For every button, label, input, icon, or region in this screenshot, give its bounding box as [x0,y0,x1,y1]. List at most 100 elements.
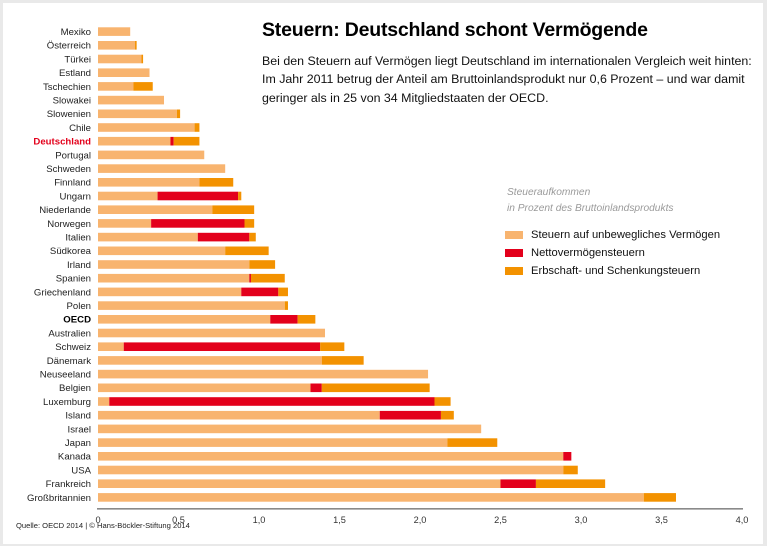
x-tick-label: 0 [95,515,100,525]
bar-schweiz-inheritance-tax [320,342,345,351]
category-label-danemark: Dänemark [47,356,91,367]
bar-kanada-real-estate-tax [98,452,564,461]
legend-item-inheritance-tax: Erbschaft- und Schenkungsteuern [505,264,700,278]
bar-niederlande-inheritance-tax [212,205,255,214]
category-label-belgien: Belgien [59,383,91,394]
category-labels: Mexiko Österreich Türkei Estland Tschechien S… [27,27,92,504]
bar-danemark-inheritance-tax [321,356,364,365]
bar-oecd-real-estate-tax [98,315,271,324]
bar-danemark-real-estate-tax [98,356,322,365]
category-label-polen: Polen [66,301,91,312]
legend-swatch [505,231,523,239]
bar-australien-real-estate-tax [98,328,326,338]
bar-mexiko-real-estate-tax [98,27,131,36]
bar-island-inheritance-tax [440,410,454,420]
bar-norwegen-net-wealth-tax [151,219,245,228]
bar-griechenland-real-estate-tax [98,287,242,297]
bar-polen-inheritance-tax [284,301,288,310]
legend-title: Steueraufkommen in Prozent des Bruttoinl… [507,185,674,216]
bar-usa-real-estate-tax [98,465,564,475]
bar-italien-inheritance-tax [249,232,256,242]
bar-oecd-inheritance-tax [297,315,316,324]
bar-irland-real-estate-tax [98,260,250,269]
bar-portugal-real-estate-tax [98,150,205,160]
bar-neuseeland-real-estate-tax [98,369,429,379]
bar-grossbritannien-real-estate-tax [98,493,644,502]
legend-swatch [505,249,523,257]
category-label-usa: USA [71,465,91,476]
bar-ungarn-real-estate-tax [98,191,158,201]
legend-item-real-estate-tax: Steuern auf unbewegliches Vermögen [505,228,720,242]
bar-chile-real-estate-tax [98,123,195,132]
bar-griechenland-net-wealth-tax [241,287,279,297]
bar-deutschland-net-wealth-tax [170,136,174,146]
bar-kanada-net-wealth-tax [563,452,572,461]
bar-belgien-real-estate-tax [98,383,311,393]
category-label-oecd: OECD [63,315,91,326]
category-label-japan: Japan [65,438,91,449]
x-tick-label: 2,0 [414,515,427,525]
bar-finnland-real-estate-tax [98,178,200,187]
legend-item-net-wealth-tax: Nettovermögensteuern [505,246,645,260]
bar-belgien-net-wealth-tax [310,383,322,393]
category-label-niederlande: Niederlande [39,205,91,216]
x-tick-label: 3,0 [575,515,588,525]
bar-sudkorea-real-estate-tax [98,246,226,256]
category-label-grossbritannien: Großbritannien [27,493,91,504]
bar-schweiz-real-estate-tax [98,342,124,351]
category-label-australien: Australien [48,328,91,339]
bar-spanien-net-wealth-tax [249,273,251,283]
bar-luxemburg-net-wealth-tax [109,397,435,406]
category-label-frankreich: Frankreich [46,479,91,490]
bar-ungarn-net-wealth-tax [157,191,239,201]
bar-chile-inheritance-tax [194,123,200,132]
bar-frankreich-net-wealth-tax [500,479,536,488]
category-label-slowenien: Slowenien [47,109,91,120]
legend-label: Nettovermögensteuern [531,247,645,259]
x-tick-label: 1,0 [253,515,266,525]
bar-niederlande-real-estate-tax [98,205,213,214]
category-label-italien: Italien [65,233,91,244]
x-tick-label: 2,5 [494,515,507,525]
bar-slowakei-real-estate-tax [98,95,165,105]
category-label-griechenland: Griechenland [34,287,91,298]
bar-finnland-inheritance-tax [199,178,234,187]
category-label-israel: Israel [68,424,91,435]
bar-spanien-real-estate-tax [98,273,250,283]
chart-title: Steuern: Deutschland schont Vermögende [262,19,648,41]
category-label-sudkorea: Südkorea [50,246,92,257]
bar-estland-real-estate-tax [98,68,150,77]
x-tick-label: 3,5 [655,515,668,525]
bar-osterreich-inheritance-tax [135,41,137,50]
legend-title-line-1: Steueraufkommen [507,187,591,198]
source-note: Quelle: OECD 2014 | © Hans-Böckler-Stift… [16,521,190,530]
bar-island-real-estate-tax [98,410,380,420]
bar-belgien-inheritance-tax [321,383,430,393]
bar-griechenland-inheritance-tax [278,287,288,297]
bar-turkei-inheritance-tax [141,54,144,64]
bar-norwegen-real-estate-tax [98,219,152,228]
bar-deutschland-inheritance-tax [173,136,200,146]
bar-frankreich-real-estate-tax [98,479,501,488]
category-label-finnland: Finnland [54,178,91,189]
category-label-slowakei: Slowakei [53,96,91,107]
legend-title-line-2: in Prozent des Bruttoinlandsprodukts [507,202,674,214]
legend-label: Erbschaft- und Schenkungsteuern [531,265,701,277]
category-label-ungarn: Ungarn [60,191,91,202]
bar-slowenien-real-estate-tax [98,109,177,119]
bar-luxemburg-inheritance-tax [434,397,451,406]
bar-irland-inheritance-tax [249,260,276,269]
bar-italien-net-wealth-tax [197,232,250,242]
bar-schweiz-net-wealth-tax [123,342,321,351]
chart-intro-text: Bei den Steuern auf Vermögen liegt Deuts… [262,54,752,105]
bar-osterreich-real-estate-tax [98,41,136,50]
bar-frankreich-inheritance-tax [535,479,606,488]
x-tick-labels: 0 0,5 1,0 1,5 2,0 2,5 3,0 3,5 4,0 [95,515,748,525]
category-label-spanien: Spanien [56,274,91,285]
category-label-mexiko: Mexiko [61,27,91,38]
bar-italien-real-estate-tax [98,232,198,242]
category-label-schweden: Schweden [46,164,91,175]
category-label-luxemburg: Luxemburg [43,397,91,408]
bar-oecd-net-wealth-tax [270,315,298,324]
